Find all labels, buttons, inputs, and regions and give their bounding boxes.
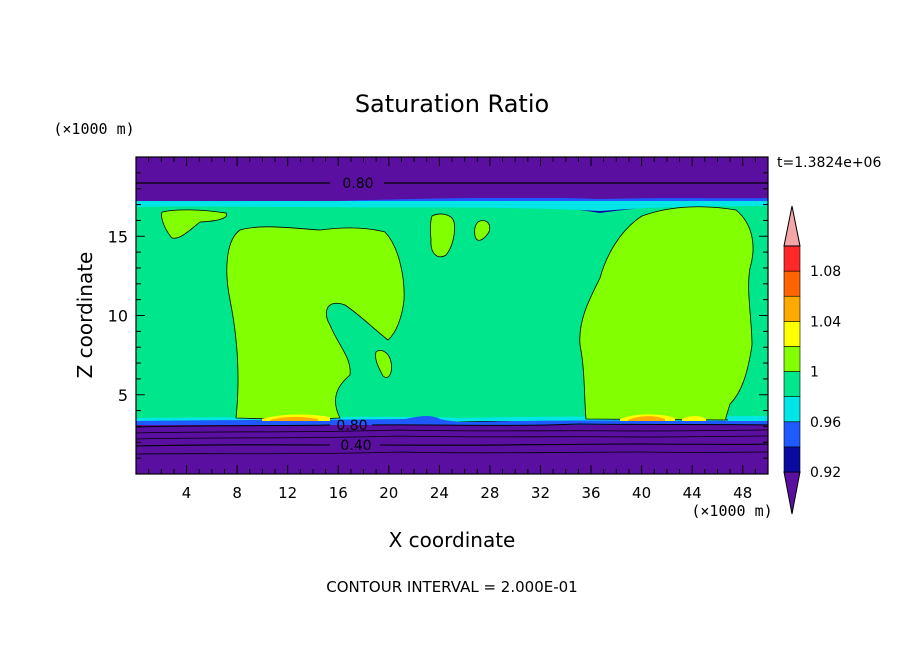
contour-line-lower-2 — [136, 429, 768, 434]
x-tick-label: 16 — [329, 484, 348, 502]
colorbar-swatch — [783, 245, 801, 272]
top-band — [136, 157, 768, 198]
blob-top-left — [161, 209, 228, 239]
y-axis-label: Z coordinate — [73, 252, 97, 379]
blob-small-3 — [375, 350, 392, 378]
contour-line-lower-5 — [136, 451, 768, 455]
x-tick-label: 12 — [278, 484, 297, 502]
colorbar-label: 1.08 — [810, 264, 841, 280]
y-unit-label: (×1000 m) — [53, 120, 134, 138]
colorbar-swatch — [783, 371, 801, 397]
contour-label-top: 0.80 — [342, 176, 373, 192]
contour-label-mid: 0.80 — [336, 418, 367, 434]
colorbar-swatch — [783, 346, 801, 372]
contour-interval-note: CONTOUR INTERVAL = 2.000E-01 — [326, 578, 577, 596]
x-tick-label: 32 — [531, 484, 550, 502]
colorbar-label: 1 — [810, 365, 819, 381]
y-tick-label: 10 — [108, 307, 128, 326]
contour-line-lower-3 — [136, 435, 768, 440]
orange-patch-left — [270, 416, 318, 421]
colorbar-label: 0.92 — [810, 465, 841, 481]
x-tick-label: 40 — [632, 484, 651, 502]
x-tick-label: 28 — [480, 484, 499, 502]
yellow-patch-small — [682, 416, 706, 421]
x-tick-label: 48 — [733, 484, 752, 502]
colorbar-label: 0.96 — [810, 415, 841, 431]
chart-title: Saturation Ratio — [355, 90, 549, 118]
x-tick-label: 44 — [683, 484, 702, 502]
lower-blue-band — [136, 415, 768, 425]
colorbar-swatch — [783, 270, 801, 297]
field-plot — [136, 157, 768, 474]
y-tick-label: 15 — [108, 227, 128, 246]
x-tick-label: 4 — [182, 484, 192, 502]
blob-left — [226, 226, 405, 420]
blob-right — [579, 206, 754, 421]
contour-label-bottom: 0.40 — [340, 438, 371, 454]
x-tick-label: 20 — [379, 484, 398, 502]
x-tick-label: 8 — [232, 484, 242, 502]
blob-small-2 — [474, 220, 491, 241]
colorbar: 0.92 0.96 1 1.04 1.08 — [783, 205, 841, 515]
x-tick-label: 36 — [581, 484, 600, 502]
colorbar-swatch — [783, 321, 801, 347]
blob-small-1 — [429, 213, 455, 258]
x-tick-label: 24 — [430, 484, 449, 502]
y-tick-label: 5 — [118, 386, 128, 405]
contour-line-lower-1 — [136, 423, 768, 428]
colorbar-swatch — [783, 421, 801, 448]
colorbar-swatch — [783, 205, 801, 247]
colorbar-swatch — [783, 446, 801, 473]
colorbar-swatch — [783, 396, 801, 423]
colorbar-label: 1.04 — [810, 314, 841, 330]
upper-cyan-band — [136, 201, 768, 211]
colorbar-swatch — [783, 295, 801, 322]
orange-patch-right — [628, 416, 665, 421]
contour-line-lower-4 — [136, 443, 768, 447]
colorbar-swatch — [783, 471, 801, 515]
time-label: t=1.3824e+06 — [777, 155, 881, 171]
x-axis-label: X coordinate — [389, 528, 516, 552]
x-unit-label: (×1000 m) — [691, 502, 772, 520]
